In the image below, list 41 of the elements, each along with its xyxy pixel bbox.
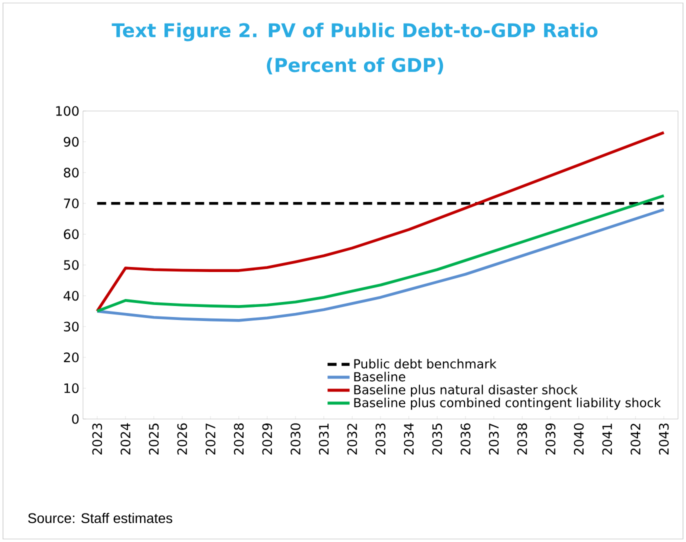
y-tick-label: 50	[64, 260, 79, 270]
x-tick-label: 2030	[290, 423, 300, 455]
y-tick-label: 30	[64, 322, 79, 332]
y-tick-label: 70	[64, 198, 79, 208]
x-tick-label: 2027	[206, 424, 216, 455]
x-tick-label: 2042	[630, 424, 640, 455]
chart-title: Text Figure 2. PV of Public Debt-to-GDP Ratio	[112, 22, 598, 42]
x-tick-label: 2028	[234, 423, 244, 455]
x-tick-label: 2025	[148, 424, 159, 455]
y-tick-label: 20	[64, 352, 79, 362]
x-tick-label: 2043	[658, 424, 669, 455]
legend-label: Public debt benchmark	[354, 358, 496, 369]
y-tick-label: 90	[64, 136, 79, 147]
line-series	[96, 194, 666, 313]
y-tick-label: 80	[64, 168, 79, 178]
x-tick-label: 2035	[432, 424, 442, 455]
x-tick-label: 2024	[120, 423, 130, 455]
x-tick-label: 2036	[460, 423, 470, 455]
x-tick-label: 2032	[347, 424, 358, 455]
x-tick-label: 2031	[318, 424, 329, 455]
y-tick-label: 60	[64, 229, 79, 240]
x-tick-label: 2023	[92, 424, 102, 455]
source-note: Source: Staff estimates	[28, 512, 172, 524]
legend-label: Baseline plus combined contingent liability shock	[354, 398, 661, 410]
x-tick-label: 2029	[262, 423, 272, 455]
y-tick-label: 10	[64, 383, 79, 394]
legend-label: Baseline plus natural disaster shock	[354, 384, 578, 397]
x-tick-label: 2026	[177, 423, 188, 455]
line-series	[96, 208, 666, 322]
x-tick-label: 2039	[546, 423, 556, 455]
y-tick-label: 40	[64, 290, 79, 301]
x-tick-label: 2040	[574, 423, 584, 455]
y-tick-label: 0	[72, 414, 79, 424]
x-tick-label: 2034	[404, 423, 414, 455]
x-tick-label: 2037	[488, 424, 499, 455]
x-tick-label: 2033	[376, 424, 386, 455]
legend-label: Baseline	[354, 372, 406, 382]
y-tick-label: 100	[56, 106, 79, 116]
x-tick-label: 2038	[517, 423, 528, 455]
chart-subtitle: (Percent of GDP)	[266, 58, 444, 74]
x-tick-label: 2041	[602, 424, 612, 455]
